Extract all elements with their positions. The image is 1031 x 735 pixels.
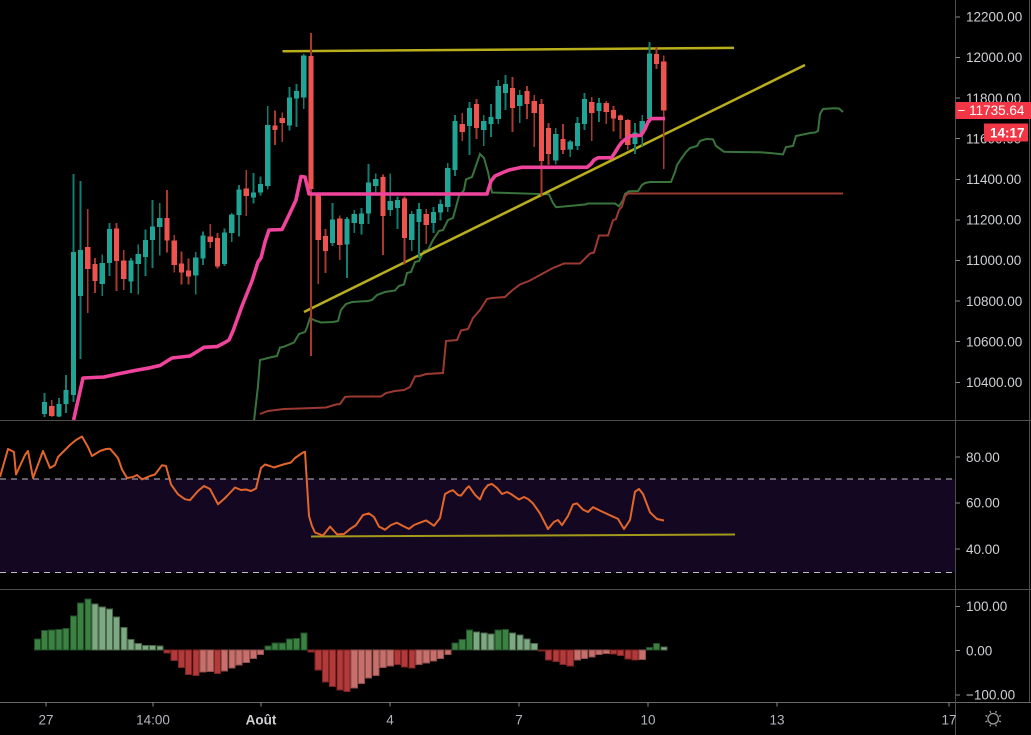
svg-text:10800.00: 10800.00 [966, 294, 1022, 309]
svg-text:10: 10 [640, 713, 655, 728]
svg-text:13: 13 [769, 713, 784, 728]
svg-text:11000.00: 11000.00 [966, 253, 1021, 268]
svg-text:14:17: 14:17 [990, 126, 1025, 141]
svg-text:11400.00: 11400.00 [966, 172, 1021, 187]
svg-text:7: 7 [515, 713, 523, 728]
svg-text:17: 17 [941, 713, 956, 728]
svg-text:12000.00: 12000.00 [966, 50, 1022, 65]
svg-text:12200.00: 12200.00 [966, 10, 1022, 25]
svg-text:40.00: 40.00 [966, 542, 1000, 557]
svg-text:80.00: 80.00 [966, 450, 1000, 465]
svg-text:14:00: 14:00 [136, 713, 170, 728]
svg-text:−100.00: −100.00 [966, 688, 1015, 703]
svg-text:60.00: 60.00 [966, 496, 1000, 511]
svg-text:− 11735.64: − 11735.64 [958, 103, 1025, 118]
svg-text:0.00: 0.00 [966, 643, 992, 658]
svg-text:11200.00: 11200.00 [966, 213, 1021, 228]
svg-text:27: 27 [38, 713, 53, 728]
svg-text:10600.00: 10600.00 [966, 334, 1022, 349]
svg-text:Août: Août [246, 713, 277, 728]
svg-text:100.00: 100.00 [966, 599, 1007, 614]
svg-text:10400.00: 10400.00 [966, 375, 1022, 390]
svg-text:4: 4 [386, 713, 394, 728]
